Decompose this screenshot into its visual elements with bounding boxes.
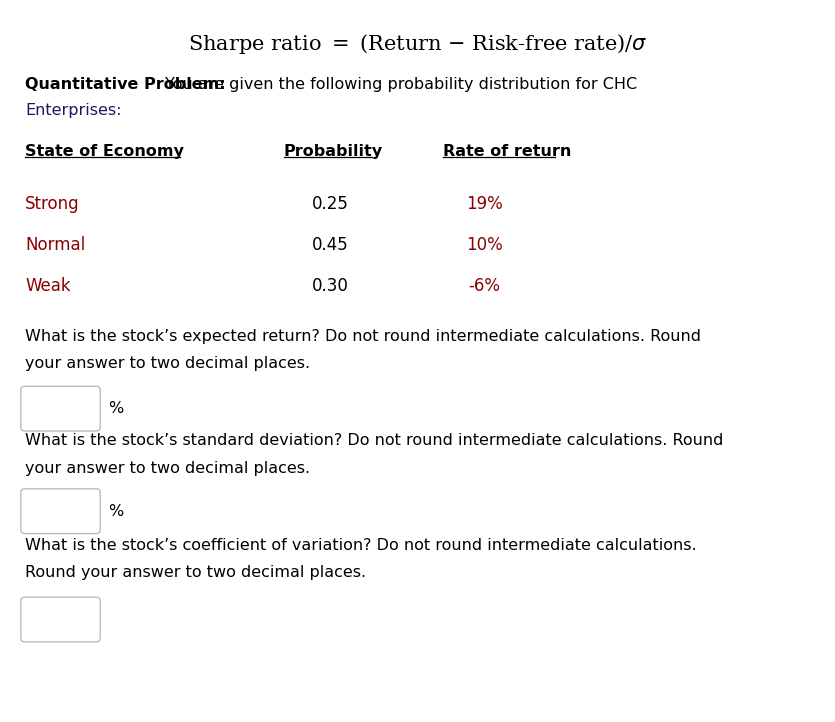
Text: 0.45: 0.45 bbox=[311, 236, 348, 254]
Text: %: % bbox=[109, 401, 124, 416]
Text: Sharpe ratio $=$ (Return $-$ Risk-free rate)/$\sigma$: Sharpe ratio $=$ (Return $-$ Risk-free r… bbox=[188, 32, 647, 56]
FancyBboxPatch shape bbox=[21, 597, 100, 642]
Text: Round your answer to two decimal places.: Round your answer to two decimal places. bbox=[25, 565, 367, 580]
Text: 19%: 19% bbox=[466, 195, 503, 213]
Text: Strong: Strong bbox=[25, 195, 79, 213]
Text: State of Economy: State of Economy bbox=[25, 144, 184, 160]
Text: What is the stock’s coefficient of variation? Do not round intermediate calculat: What is the stock’s coefficient of varia… bbox=[25, 538, 696, 553]
Text: Weak: Weak bbox=[25, 277, 71, 295]
Text: Rate of return: Rate of return bbox=[443, 144, 571, 160]
Text: your answer to two decimal places.: your answer to two decimal places. bbox=[25, 356, 310, 371]
Text: Quantitative Problem:: Quantitative Problem: bbox=[25, 77, 225, 92]
Text: Normal: Normal bbox=[25, 236, 85, 254]
Text: What is the stock’s standard deviation? Do not round intermediate calculations. : What is the stock’s standard deviation? … bbox=[25, 433, 723, 448]
Text: What is the stock’s expected return? Do not round intermediate calculations. Rou: What is the stock’s expected return? Do … bbox=[25, 329, 701, 344]
Text: 0.30: 0.30 bbox=[311, 277, 348, 295]
Text: %: % bbox=[109, 504, 124, 518]
Text: Probability: Probability bbox=[284, 144, 383, 160]
Text: Enterprises:: Enterprises: bbox=[25, 103, 122, 118]
Text: You are given the following probability distribution for CHC: You are given the following probability … bbox=[160, 77, 637, 92]
Text: 0.25: 0.25 bbox=[311, 195, 348, 213]
FancyBboxPatch shape bbox=[21, 489, 100, 534]
Text: your answer to two decimal places.: your answer to two decimal places. bbox=[25, 461, 310, 476]
FancyBboxPatch shape bbox=[21, 386, 100, 431]
Text: 10%: 10% bbox=[466, 236, 503, 254]
Text: -6%: -6% bbox=[468, 277, 500, 295]
